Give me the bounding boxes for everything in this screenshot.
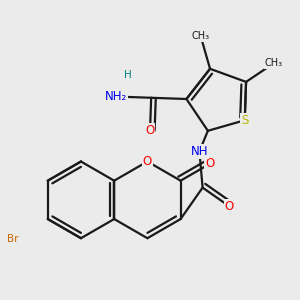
Text: CH₃: CH₃ — [192, 31, 210, 41]
Text: S: S — [241, 114, 248, 127]
Text: Br: Br — [7, 234, 19, 244]
Text: O: O — [146, 124, 155, 137]
Text: O: O — [205, 157, 214, 170]
Text: NH: NH — [191, 145, 208, 158]
Text: H: H — [124, 70, 131, 80]
Text: NH₂: NH₂ — [105, 90, 127, 103]
Text: CH₃: CH₃ — [265, 58, 283, 68]
Text: O: O — [143, 155, 152, 168]
Text: O: O — [225, 200, 234, 213]
